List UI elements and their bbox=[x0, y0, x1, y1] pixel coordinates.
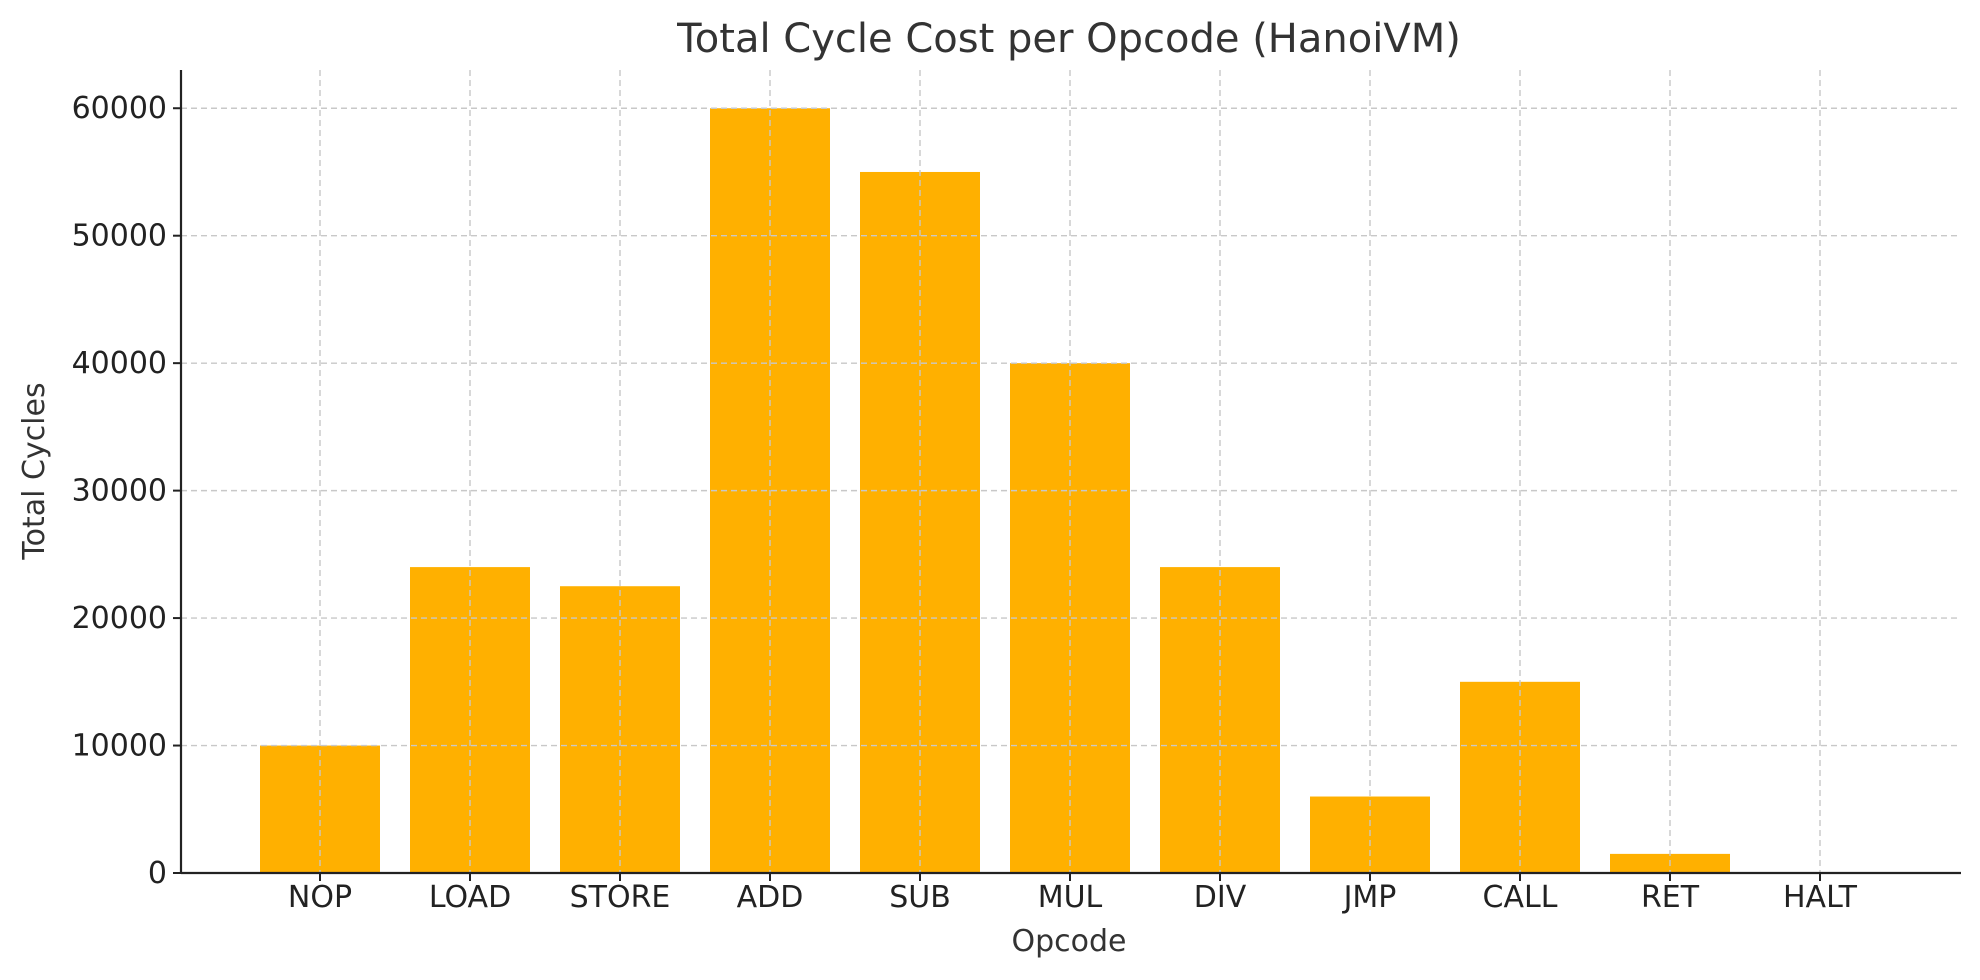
axes bbox=[173, 70, 1961, 881]
y-tick-labels: 0 10000 20000 30000 40000 50000 60000 bbox=[72, 91, 167, 891]
x-tick-label: MUL bbox=[1038, 880, 1103, 915]
y-tick-label: 10000 bbox=[72, 729, 167, 764]
x-tick-label: STORE bbox=[570, 880, 671, 915]
x-tick-label: DIV bbox=[1194, 880, 1247, 915]
grid bbox=[181, 70, 1961, 873]
x-tick-label: NOP bbox=[288, 880, 352, 915]
x-tick-label: JMP bbox=[1342, 880, 1397, 915]
x-tick-label: RET bbox=[1641, 880, 1700, 915]
bar-store bbox=[560, 586, 680, 873]
y-tick-label: 60000 bbox=[72, 91, 167, 126]
x-axis-label: Opcode bbox=[1011, 924, 1126, 959]
y-tick-label: 40000 bbox=[72, 346, 167, 381]
x-tick-label: CALL bbox=[1483, 880, 1558, 915]
y-tick-label: 20000 bbox=[72, 601, 167, 636]
bar-mul bbox=[1010, 363, 1130, 873]
x-tick-label: HALT bbox=[1783, 880, 1858, 915]
chart-title: Total Cycle Cost per Opcode (HanoiVM) bbox=[676, 16, 1461, 62]
x-tick-label: SUB bbox=[889, 880, 951, 915]
x-tick-label: LOAD bbox=[429, 880, 511, 915]
y-tick-label: 0 bbox=[148, 856, 167, 891]
y-axis-label: Total Cycles bbox=[17, 382, 52, 560]
x-tick-label: ADD bbox=[737, 880, 804, 915]
x-tick-labels: NOP LOAD STORE ADD SUB MUL DIV JMP CALL RET HALT bbox=[288, 880, 1858, 915]
y-tick-label: 50000 bbox=[72, 219, 167, 254]
y-tick-label: 30000 bbox=[72, 474, 167, 509]
